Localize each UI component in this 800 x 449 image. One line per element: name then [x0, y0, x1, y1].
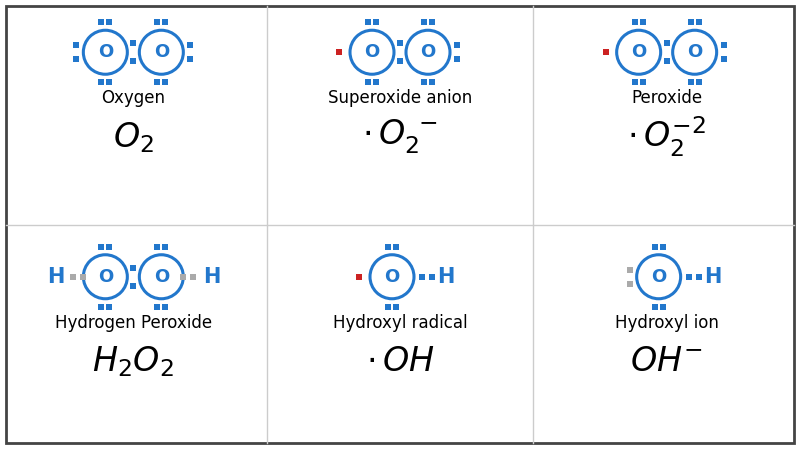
Text: H: H [202, 267, 220, 287]
Text: Hydrogen Peroxide: Hydrogen Peroxide [54, 314, 212, 332]
Text: O: O [420, 43, 436, 61]
Text: O: O [687, 43, 702, 61]
Text: $O_2$: $O_2$ [113, 120, 154, 154]
Text: Superoxide anion: Superoxide anion [328, 89, 472, 107]
Text: Peroxide: Peroxide [631, 89, 702, 107]
Text: $OH^{-}$: $OH^{-}$ [630, 345, 703, 378]
Text: H: H [46, 267, 64, 287]
Text: O: O [154, 268, 169, 286]
Text: Oxygen: Oxygen [102, 89, 166, 107]
Text: O: O [651, 268, 666, 286]
Text: H: H [438, 267, 454, 287]
Text: Hydroxyl radical: Hydroxyl radical [333, 314, 467, 332]
Text: O: O [631, 43, 646, 61]
Text: O: O [98, 268, 113, 286]
Text: O: O [98, 43, 113, 61]
Text: O: O [364, 43, 380, 61]
Text: $H_2O_2$: $H_2O_2$ [93, 344, 174, 379]
Text: H: H [704, 267, 722, 287]
Text: O: O [154, 43, 169, 61]
Text: $\cdot\,O_2^{-2}$: $\cdot\,O_2^{-2}$ [627, 115, 706, 159]
Text: $\cdot\,OH$: $\cdot\,OH$ [366, 345, 434, 378]
Text: O: O [384, 268, 400, 286]
Text: $\cdot\,O_2^{\ -}$: $\cdot\,O_2^{\ -}$ [362, 118, 438, 157]
Text: Hydroxyl ion: Hydroxyl ion [614, 314, 718, 332]
